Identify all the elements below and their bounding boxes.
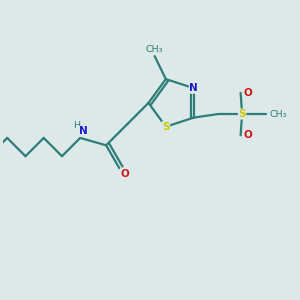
Text: N: N (189, 83, 198, 93)
Text: O: O (244, 88, 252, 98)
Text: CH₃: CH₃ (146, 45, 164, 54)
Text: S: S (162, 122, 169, 132)
Text: CH₃: CH₃ (270, 110, 287, 118)
Text: O: O (244, 130, 252, 140)
Text: O: O (120, 169, 129, 178)
Text: H: H (73, 121, 80, 130)
Text: N: N (80, 126, 88, 136)
Text: S: S (238, 109, 246, 119)
